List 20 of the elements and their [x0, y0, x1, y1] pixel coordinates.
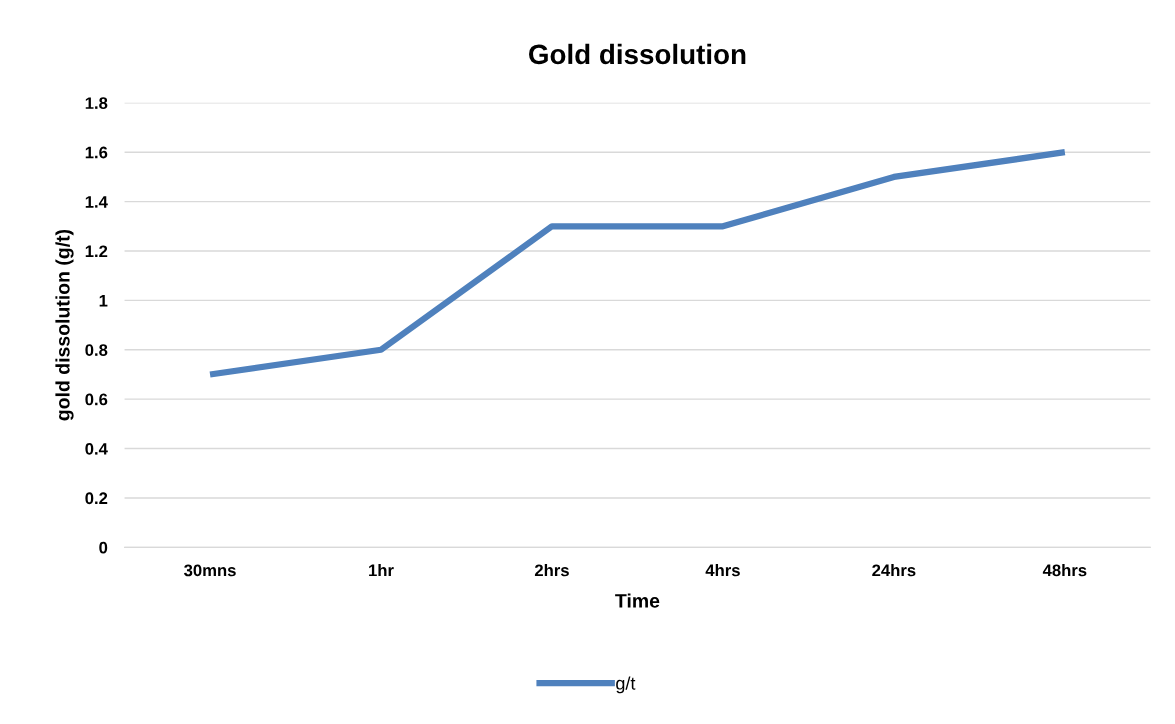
y-tick-label: 0.2: [85, 492, 108, 505]
x-tick-label: 1hr: [369, 564, 394, 577]
x-tick-label: 2hrs: [534, 564, 569, 577]
legend-label: g/t: [616, 676, 636, 694]
y-tick-label: 1.8: [85, 97, 108, 110]
chart-title: Gold dissolution: [529, 43, 746, 65]
x-axis-title: Time: [615, 593, 660, 608]
x-tick-label: 48hrs: [1042, 564, 1087, 577]
y-tick-label: 1: [99, 294, 108, 307]
y-tick-label: 0.6: [85, 393, 108, 406]
y-axis-title: gold dissolution (g/t): [55, 229, 74, 421]
y-tick-label: 1.2: [85, 245, 108, 258]
y-tick-label: 0.4: [85, 442, 108, 455]
x-tick-label: 24hrs: [872, 564, 916, 577]
y-tick-label: 1.6: [85, 146, 108, 159]
y-tick-label: 1.4: [85, 196, 108, 208]
x-tick-label: 4hrs: [705, 564, 740, 577]
y-tick-label: 0.8: [85, 344, 108, 356]
y-tick-label: 0: [99, 541, 108, 554]
x-tick-label: 30mns: [184, 564, 236, 577]
